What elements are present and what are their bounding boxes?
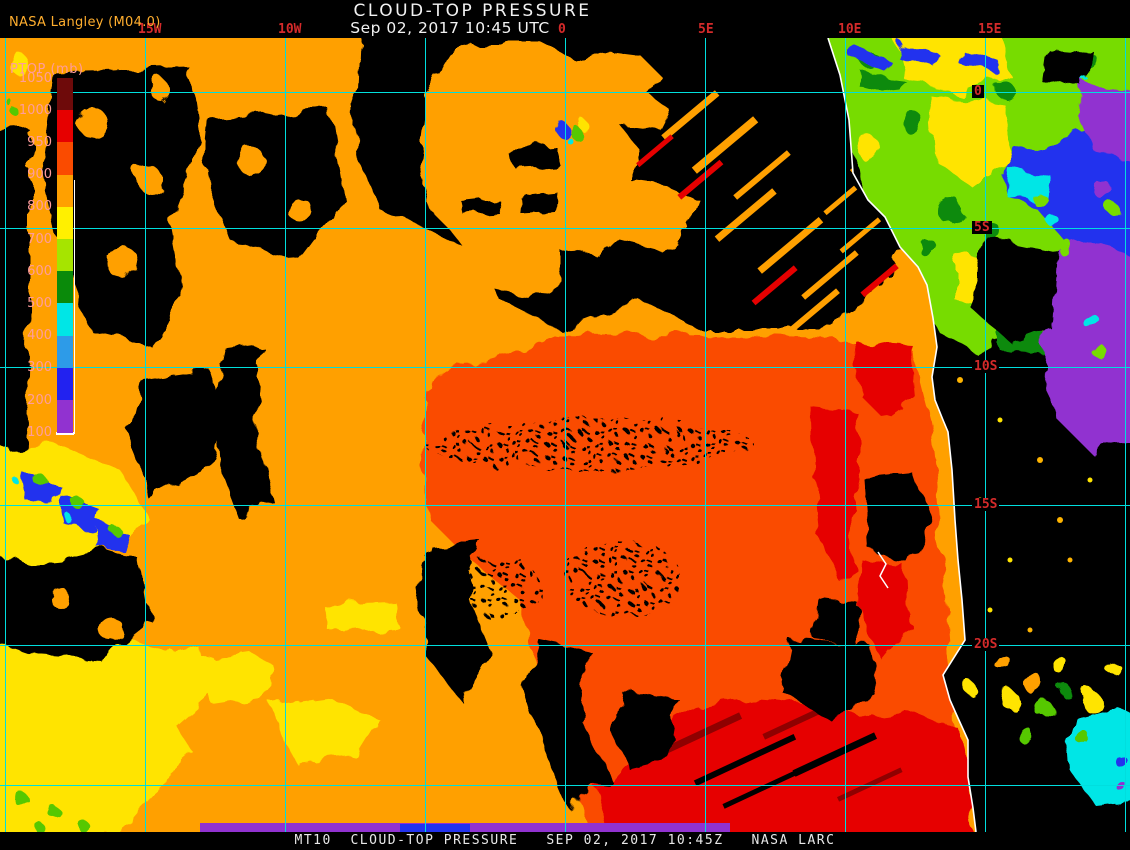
colorbar-tick: 300 (27, 360, 52, 376)
latitude-label: 20S (972, 637, 1000, 652)
timestamp: Sep 02, 2017 10:45 UTC (350, 19, 550, 37)
colorbar-tick: 950 (27, 134, 52, 150)
colorbar-swatch (57, 367, 73, 401)
colorbar-tick: 100 (27, 424, 52, 440)
footer-caption: MT10 CLOUD-TOP PRESSURE SEP 02, 2017 10:… (0, 833, 1130, 850)
gridline-vertical (985, 38, 986, 832)
longitude-label: 10E (838, 22, 862, 37)
longitude-label: 10W (278, 22, 302, 37)
colorbar-tick: 1000 (18, 102, 52, 118)
gridline-horizontal (0, 228, 1130, 229)
latitude-label: 0 (972, 84, 984, 99)
gridline-vertical (145, 38, 146, 832)
colorbar-tick: 400 (27, 328, 52, 344)
colorbar-tick: 500 (27, 295, 52, 311)
colorbar-tick: 600 (27, 263, 52, 279)
colorbar-tick: 200 (27, 392, 52, 408)
gridline-horizontal (0, 505, 1130, 506)
longitude-label: 0 (558, 22, 566, 37)
colorbar-swatch (57, 271, 73, 304)
colorbar-title: PTOP (mb) (10, 62, 84, 77)
latitude-label: 15S (972, 497, 1000, 512)
gridline-vertical (5, 38, 6, 832)
gridline-horizontal (0, 367, 1130, 368)
gridline-vertical (425, 38, 426, 832)
credit-label: NASA Langley (M04.0) (9, 15, 161, 30)
gridline-horizontal (0, 92, 1130, 93)
gridline-horizontal (0, 645, 1130, 646)
colorbar-swatch (57, 110, 73, 143)
colorbar-right-edge (73, 180, 75, 434)
longitude-label: 5E (698, 22, 714, 37)
gridline-vertical (565, 38, 566, 832)
colorbar-swatch (57, 303, 73, 337)
gridline-vertical (1125, 38, 1126, 832)
colorbar-swatch (57, 206, 73, 240)
gridline-vertical (845, 38, 846, 832)
colorbar-swatch (57, 174, 73, 208)
coastline (827, 38, 977, 832)
colorbar-tick: 1050 (18, 70, 52, 86)
colorbar-tick: 900 (27, 167, 52, 183)
longitude-label: 15W (138, 22, 162, 37)
latitude-label: 5S (972, 220, 992, 235)
colorbar-swatch (57, 78, 73, 111)
coastline-detail (877, 551, 889, 589)
longitude-label: 15E (978, 22, 1002, 37)
colorbar-swatch (57, 142, 73, 176)
page-title: CLOUD-TOP PRESSURE (353, 1, 592, 21)
gridline-horizontal (0, 785, 1130, 786)
colorbar-swatch (57, 239, 73, 272)
colorbar-bottom-edge (56, 432, 74, 435)
colorbar-tick: 700 (27, 231, 52, 247)
latitude-label: 10S (972, 359, 1000, 374)
colorbar-swatch (57, 335, 73, 369)
colorbar-tick: 800 (27, 199, 52, 215)
colorbar-swatch (57, 400, 73, 433)
gridline-vertical (285, 38, 286, 832)
gridline-vertical (705, 38, 706, 832)
